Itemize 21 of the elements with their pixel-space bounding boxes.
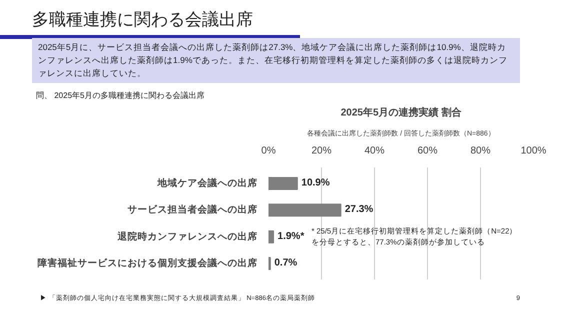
x-tick-label: 20% — [311, 146, 332, 156]
data-label: 0.7% — [274, 258, 298, 268]
y-tick-label: 退院時カンファレンスへの出席 — [116, 230, 258, 242]
x-tick-label: 0% — [261, 146, 276, 156]
bar — [268, 230, 274, 244]
y-tick-label: 障害福祉サービスにおける個別支援会議への出席 — [38, 257, 258, 269]
x-tick-label: 100% — [520, 146, 546, 156]
x-tick-label: 60% — [417, 146, 438, 156]
y-tick-label: サービス担当者会議への出席 — [128, 204, 258, 216]
bar — [268, 204, 342, 217]
chart-subtitle: 2025年5月の連携実績 割合 — [340, 106, 462, 118]
chart-title: 多職種連携に関わる会議出席 — [0, 0, 300, 40]
text: 2025年5月に、サービス担当者会議への出席した薬剤師は27.3%、地域ケア会議に出席した薬剤師は10.9%、退院時カンファレンスへ出席した薬剤師は1.9%であった。また、在宅移行初期管理料を算定した薬剤師の多くは退院時カンファレンスに出席していた。 — [32, 38, 520, 83]
x-tick-label: 40% — [364, 146, 385, 156]
data-label: 27.3% — [344, 204, 374, 216]
x-tick-label: 80% — [470, 146, 491, 156]
bar — [268, 177, 298, 190]
text: 問、 2025年5月の多職種連携に関わる会議出席 — [35, 90, 204, 102]
data-label: 1.9%* — [278, 230, 304, 242]
y-tick-label: 地域ケア会議への出席 — [156, 177, 258, 189]
data-label: 10.9% — [301, 178, 330, 188]
